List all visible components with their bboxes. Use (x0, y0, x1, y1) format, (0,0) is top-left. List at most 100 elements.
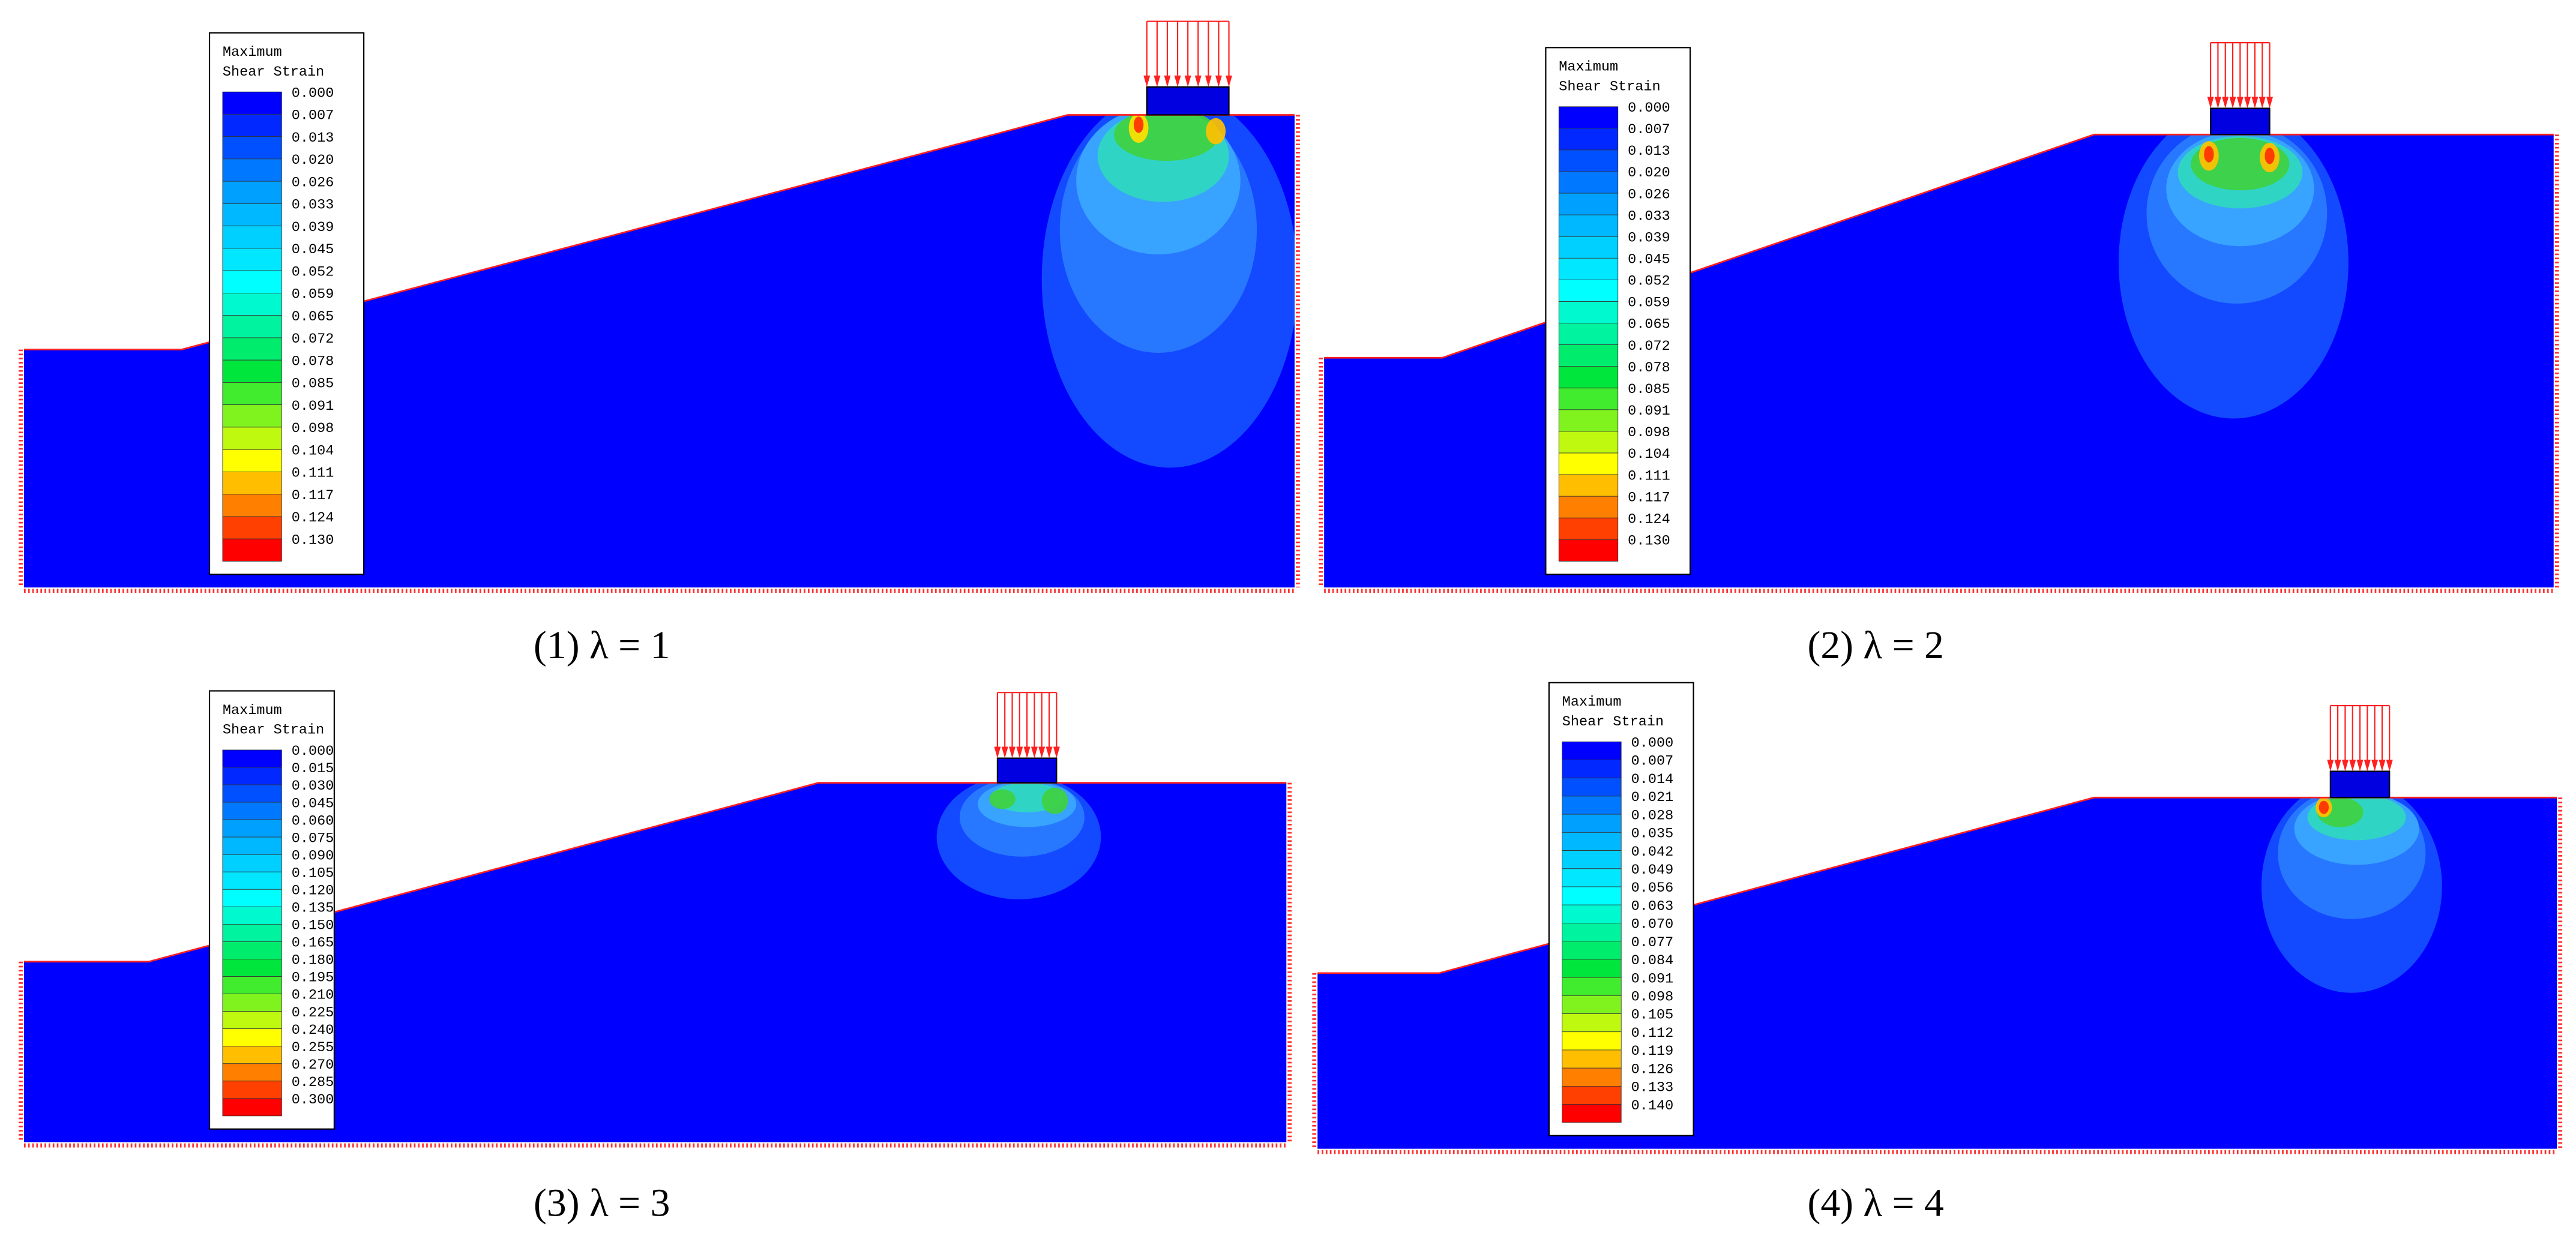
legend-swatch (1562, 941, 1622, 960)
legend-swatch (1558, 257, 1619, 280)
legend-label: 0.020 (1628, 165, 1670, 181)
legend-label: 0.039 (292, 220, 334, 236)
legend-swatch (222, 516, 282, 539)
legend-swatch (222, 427, 282, 450)
legend-label: 0.052 (292, 264, 334, 280)
legend-label: 0.210 (292, 988, 334, 1004)
load-arrowhead (1023, 746, 1031, 758)
legend-label: 0.300 (292, 1092, 334, 1108)
legend-swatch (1562, 1031, 1622, 1051)
footing (1146, 86, 1230, 116)
legend-label: 0.090 (292, 848, 334, 864)
contour-region (2319, 800, 2329, 814)
legend-label: 0.120 (292, 883, 334, 899)
legend-label: 0.078 (1628, 360, 1670, 376)
contour-region (2204, 146, 2214, 163)
strain-contours (936, 782, 1101, 899)
load-arrowhead (1001, 746, 1008, 758)
legend-swatch (1562, 832, 1622, 851)
load-arrowhead (1031, 746, 1038, 758)
legend-label: 0.130 (292, 532, 334, 548)
legend-label: 0.007 (1631, 754, 1674, 770)
legend-label: 0.075 (292, 830, 334, 847)
legend-label: 0.085 (1628, 382, 1670, 398)
legend-swatch (222, 976, 282, 994)
caption: (2) λ = 2 (1807, 624, 1943, 667)
caption: (1) λ = 1 (534, 624, 670, 667)
legend-label: 0.091 (292, 398, 334, 415)
footing (996, 757, 1058, 784)
load-arrowhead (1194, 75, 1202, 87)
legend-swatch (222, 1028, 282, 1047)
legend-swatch (1558, 301, 1619, 323)
legend-label: 0.078 (292, 353, 334, 370)
legend-label: 0.255 (292, 1040, 334, 1056)
legend-label: 0.035 (1631, 826, 1674, 842)
panel: Maximum Shear Strain 0.000 0.007 0.013 0.020 0… (1319, 42, 2559, 667)
legend-label: 0.013 (1628, 143, 1670, 160)
legend-label: 0.091 (1631, 971, 1674, 987)
legend-label: 0.091 (1628, 403, 1670, 419)
legend-swatch (222, 226, 282, 249)
load-arrowhead (2341, 760, 2349, 772)
legend-label: 0.077 (1631, 935, 1674, 951)
legend-swatch (1558, 128, 1619, 151)
legend-swatch (1562, 904, 1622, 923)
legend-label: 0.112 (1631, 1025, 1674, 1042)
legend-swatch (1558, 236, 1619, 259)
load-arrowhead (2364, 760, 2371, 772)
legend-swatch (222, 136, 282, 160)
load-arrowhead (2334, 760, 2341, 772)
legend-label: 0.013 (292, 130, 334, 146)
load-arrowhead (1016, 746, 1023, 758)
legend-label: 0.060 (292, 813, 334, 829)
load-arrowhead (2229, 97, 2236, 109)
load-arrowhead (2244, 97, 2251, 109)
load-arrowhead (1164, 75, 1171, 87)
legend-swatch (222, 959, 282, 977)
legend-swatch (222, 1011, 282, 1030)
legend-title: Shear Strain (223, 64, 324, 80)
load-arrowhead (2371, 760, 2379, 772)
load-arrowhead (1046, 746, 1053, 758)
legend-swatch (1558, 214, 1619, 237)
legend-label: 0.104 (292, 443, 334, 459)
legend-swatch (1558, 539, 1619, 562)
legend-title: Maximum (1559, 59, 1618, 76)
load-arrowhead (2236, 97, 2243, 109)
ground-surface (1317, 796, 2557, 974)
legend-label: 0.045 (1628, 252, 1670, 268)
legend-swatch (222, 889, 282, 907)
legend-swatch (222, 471, 282, 495)
legend-swatch (222, 1098, 282, 1117)
legend-swatch (1562, 1067, 1622, 1087)
legend-label: 0.119 (1631, 1043, 1674, 1060)
panel: Maximum Shear Strain 0.000 0.007 0.014 0.021 0… (1312, 682, 2563, 1225)
legend-swatch (1562, 977, 1622, 996)
load-arrowhead (1226, 75, 1233, 87)
legend-swatch (1558, 366, 1619, 389)
legend-swatch (222, 494, 282, 517)
load-arrowhead (2386, 760, 2393, 772)
legend-label: 0.104 (1628, 446, 1670, 463)
legend-label: 0.059 (1628, 295, 1670, 311)
legend-label: 0.059 (292, 287, 334, 303)
legend-swatch (1562, 850, 1622, 869)
legend-swatch (222, 315, 282, 338)
load-arrowhead (1215, 75, 1222, 87)
legend-swatch (1558, 496, 1619, 518)
legend-swatch (1558, 474, 1619, 497)
contour-region (1041, 787, 1068, 814)
legend-label: 0.111 (292, 466, 334, 482)
legend-swatch (1562, 741, 1622, 760)
legend-swatch (222, 923, 282, 942)
panel: Maximum Shear Strain 0.000 0.007 0.013 0.020 0… (19, 20, 1300, 667)
legend-label: 0.039 (1628, 230, 1670, 246)
legend-swatch (222, 293, 282, 316)
legend-label: 0.135 (292, 901, 334, 917)
contour-region (1206, 118, 1226, 145)
ground-surface (1324, 133, 2554, 359)
legend-swatch (1558, 106, 1619, 129)
legend-swatch (222, 114, 282, 137)
